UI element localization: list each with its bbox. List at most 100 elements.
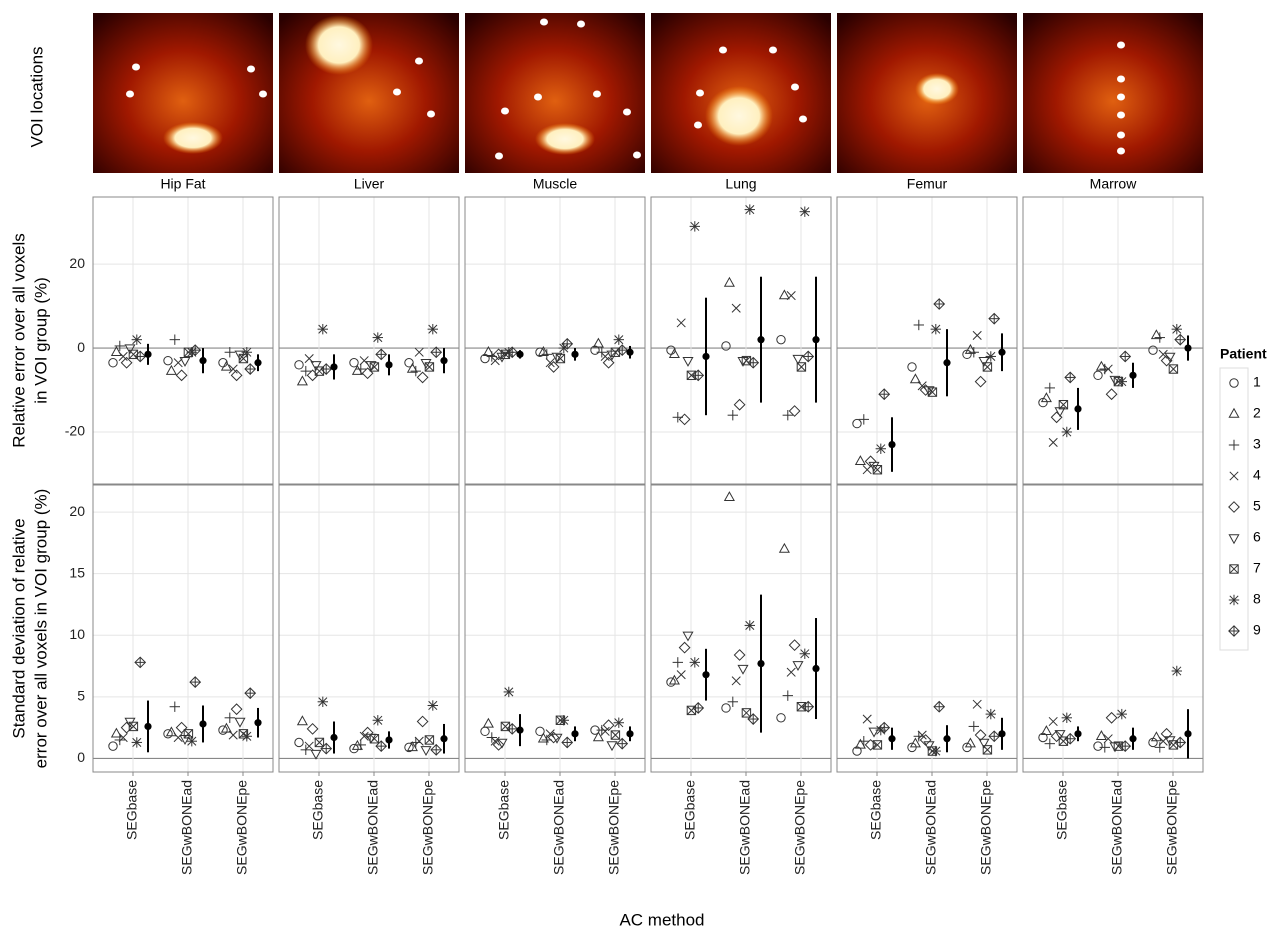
patient-point <box>876 444 886 454</box>
patient-point <box>504 687 514 697</box>
patient-point <box>318 697 328 707</box>
patient-point <box>931 746 941 756</box>
mean-point <box>1184 344 1191 351</box>
facet-label: Femur <box>907 176 948 192</box>
voi-dot <box>694 122 702 129</box>
patient-point <box>800 649 810 659</box>
mean-point <box>888 441 895 448</box>
x-tick-label: SEGbase <box>1054 780 1070 840</box>
mean-point <box>516 727 523 734</box>
voi-dot <box>534 94 542 101</box>
patient-point <box>132 334 142 344</box>
mean-point <box>757 336 764 343</box>
y-axis-label: Standard deviation of relative <box>9 518 28 738</box>
patient-point <box>800 206 810 216</box>
voi-dot <box>495 153 503 160</box>
x-tick-label: SEGbase <box>496 780 512 840</box>
y-tick-label: 20 <box>69 255 85 271</box>
mean-point <box>571 351 578 358</box>
legend-label: 3 <box>1253 436 1261 452</box>
x-tick-label: SEGbase <box>682 780 698 840</box>
legend-label: 1 <box>1253 374 1261 390</box>
mean-point <box>812 665 819 672</box>
x-axis-label: AC method <box>619 910 704 929</box>
voi-dot <box>719 47 727 54</box>
panel-bg <box>465 485 645 772</box>
legend-label: 2 <box>1253 405 1261 421</box>
patient-point <box>1062 713 1072 723</box>
x-tick-label: SEGbase <box>124 780 140 840</box>
patient-point <box>1172 324 1182 334</box>
mean-point <box>199 720 206 727</box>
patient-point <box>242 347 252 357</box>
patient-point <box>690 221 700 231</box>
patient-point <box>1229 595 1239 605</box>
voi-dot <box>791 84 799 91</box>
panel-bg <box>93 485 273 772</box>
patient-point <box>986 351 996 361</box>
voi-dot <box>769 47 777 54</box>
patient-point <box>745 620 755 630</box>
mean-point <box>943 735 950 742</box>
patient-point <box>1117 709 1127 719</box>
pet-hotspot <box>305 15 373 75</box>
x-tick-label: SEGwBONEad <box>365 780 381 875</box>
y-tick-label: -20 <box>65 423 85 439</box>
panel-bg <box>93 197 273 484</box>
mean-point <box>943 359 950 366</box>
x-tick-label: SEGwBONEad <box>179 780 195 875</box>
patient-point <box>986 709 996 719</box>
panel-bg <box>837 197 1017 484</box>
legend-box <box>1220 368 1248 650</box>
mean-point <box>1074 405 1081 412</box>
voi-dot <box>633 152 641 159</box>
voi-dot <box>540 19 548 26</box>
y-tick-label: 0 <box>77 749 85 765</box>
panel-bg <box>651 197 831 484</box>
legend-label: 4 <box>1253 467 1261 483</box>
panel-bg <box>651 485 831 772</box>
legend-label: 8 <box>1253 591 1261 607</box>
voi-dot <box>623 109 631 116</box>
patient-point <box>1062 427 1072 437</box>
x-tick-label: SEGwBONEad <box>551 780 567 875</box>
mean-point <box>1074 730 1081 737</box>
legend-title: Patient <box>1220 346 1267 362</box>
mean-point <box>888 735 895 742</box>
mean-point <box>626 730 633 737</box>
patient-point <box>745 204 755 214</box>
voi-dot <box>593 91 601 98</box>
image-row-label: VOI locations <box>27 46 46 147</box>
voi-dot <box>696 90 704 97</box>
panel-bg <box>837 485 1017 772</box>
mean-point <box>385 736 392 743</box>
y-tick-label: 15 <box>69 564 85 580</box>
voi-dot <box>1117 42 1125 49</box>
chart: VOI locations AC method Patient Hip FatL… <box>0 0 1275 931</box>
mean-point <box>757 660 764 667</box>
voi-dot <box>247 66 255 73</box>
mean-point <box>144 351 151 358</box>
legend-label: 6 <box>1253 529 1261 545</box>
mean-point <box>1184 730 1191 737</box>
patient-point <box>614 718 624 728</box>
mean-point <box>440 735 447 742</box>
y-axis-label: in VOI group (%) <box>31 277 50 404</box>
voi-dot <box>1117 148 1125 155</box>
patient-point <box>428 324 438 334</box>
pet-image <box>1023 13 1203 173</box>
patient-point <box>428 700 438 710</box>
x-tick-label: SEGwBONEpe <box>234 780 250 875</box>
voi-dot <box>1117 76 1125 83</box>
facet-label: Lung <box>725 176 756 192</box>
voi-dot <box>393 89 401 96</box>
facet-label: Marrow <box>1090 176 1138 192</box>
mean-point <box>144 723 151 730</box>
mean-point <box>330 734 337 741</box>
patient-point <box>242 731 252 741</box>
voi-dot <box>259 91 267 98</box>
panel-bg <box>1023 485 1203 772</box>
patient-point <box>931 324 941 334</box>
voi-dot <box>415 58 423 65</box>
x-tick-label: SEGwBONEad <box>923 780 939 875</box>
